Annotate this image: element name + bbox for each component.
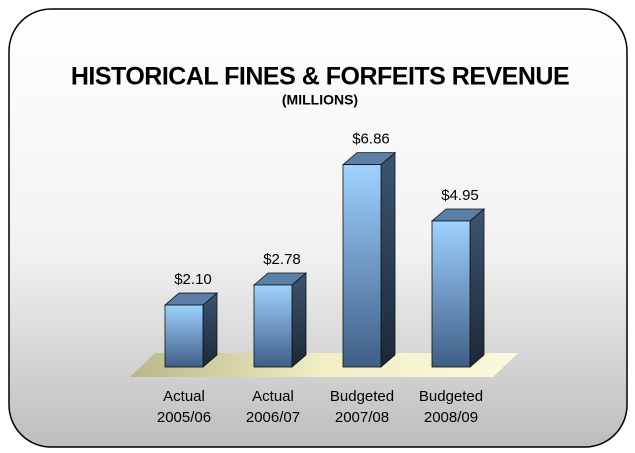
bar-side <box>380 151 396 368</box>
x-tick-label: 2007/08 <box>335 409 389 426</box>
bar-side <box>202 292 218 368</box>
bar <box>342 164 382 368</box>
data-label: $2.10 <box>174 271 212 288</box>
x-tick-label: Actual <box>163 388 205 405</box>
chart-title: HISTORICAL FINES & FORFEITS REVENUE <box>71 63 569 91</box>
floor <box>130 353 518 377</box>
bar-side <box>291 272 307 368</box>
bar <box>164 304 204 368</box>
bar <box>253 284 293 368</box>
x-tick-label: Actual <box>252 388 294 405</box>
x-tick-label: 2005/06 <box>157 409 211 426</box>
x-tick-label: 2008/09 <box>424 409 478 426</box>
data-label: $6.86 <box>352 131 390 148</box>
data-label: $2.78 <box>263 251 301 268</box>
x-tick-label: Budgeted <box>419 388 483 405</box>
bar <box>431 220 471 368</box>
bar-side <box>469 208 485 368</box>
chart-subtitle: (MILLIONS) <box>282 92 358 108</box>
x-tick-label: 2006/07 <box>246 409 300 426</box>
data-label: $4.95 <box>441 187 479 204</box>
x-tick-label: Budgeted <box>330 388 394 405</box>
